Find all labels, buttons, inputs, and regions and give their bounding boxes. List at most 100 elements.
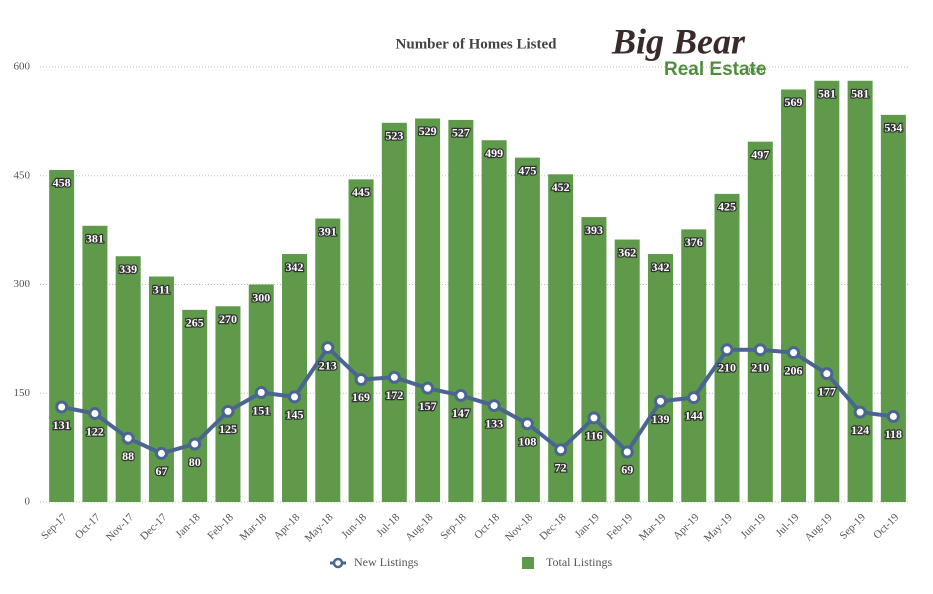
bar bbox=[182, 309, 208, 502]
data-label: 381 bbox=[86, 232, 104, 246]
data-label: 311 bbox=[153, 282, 170, 296]
line-marker bbox=[188, 437, 202, 451]
x-tick-label: Dec-18 bbox=[537, 511, 569, 543]
legend-label[interactable]: Total Listings bbox=[546, 555, 612, 569]
data-label: 499 bbox=[485, 146, 503, 160]
data-label: 210 bbox=[751, 361, 769, 375]
data-label: 445 bbox=[352, 185, 370, 199]
data-label: 452 bbox=[552, 180, 570, 194]
x-tick-label: Sep-18 bbox=[438, 511, 469, 542]
bar bbox=[115, 256, 141, 502]
x-tick-label: Sep-17 bbox=[39, 511, 70, 542]
data-label: 88 bbox=[122, 449, 134, 463]
line-marker bbox=[254, 386, 268, 400]
x-tick-label: Nov-18 bbox=[503, 511, 536, 544]
line-marker bbox=[354, 372, 368, 386]
data-label: 339 bbox=[119, 262, 137, 276]
bar bbox=[880, 114, 906, 502]
line-marker bbox=[487, 399, 501, 413]
y-tick-label: 300 bbox=[14, 278, 31, 290]
line-marker bbox=[121, 431, 135, 445]
line-marker bbox=[454, 388, 468, 402]
bar bbox=[348, 179, 374, 502]
bar bbox=[514, 157, 540, 502]
data-label: 534 bbox=[884, 121, 902, 135]
data-label: 80 bbox=[189, 455, 201, 469]
bar bbox=[148, 276, 174, 502]
line-marker bbox=[587, 411, 601, 425]
x-tick-label: Apr-18 bbox=[272, 511, 303, 542]
bar bbox=[747, 141, 773, 503]
x-tick-label: Jan-18 bbox=[173, 511, 203, 541]
bar bbox=[415, 118, 441, 502]
data-label: 122 bbox=[86, 424, 104, 438]
x-tick-label: Sep-19 bbox=[837, 511, 868, 542]
data-label: 529 bbox=[419, 124, 437, 138]
bar bbox=[82, 225, 108, 502]
line-marker bbox=[88, 407, 102, 421]
x-tick-label: Jun-19 bbox=[739, 511, 769, 541]
data-label: 69 bbox=[621, 463, 633, 477]
data-label: 581 bbox=[851, 87, 869, 101]
data-label: 145 bbox=[286, 408, 304, 422]
data-label: 169 bbox=[352, 390, 370, 404]
x-tick-label: Apr-19 bbox=[671, 511, 702, 542]
line-marker bbox=[387, 370, 401, 384]
data-label: 157 bbox=[419, 399, 437, 413]
bar bbox=[49, 169, 75, 502]
line-marker bbox=[620, 445, 634, 459]
data-label: 569 bbox=[785, 95, 803, 109]
line-marker bbox=[653, 394, 667, 408]
x-tick-label: Feb-18 bbox=[205, 511, 236, 542]
x-tick-label: Mar-18 bbox=[237, 511, 269, 543]
x-tick-label: Mar-19 bbox=[637, 511, 669, 543]
data-label: 177 bbox=[818, 384, 836, 398]
data-label: 206 bbox=[785, 363, 803, 377]
data-label: 391 bbox=[319, 224, 337, 238]
data-label: 151 bbox=[252, 403, 270, 417]
bar bbox=[381, 122, 407, 502]
bar bbox=[215, 306, 241, 502]
data-label: 213 bbox=[319, 358, 337, 372]
line-marker bbox=[886, 409, 900, 423]
data-label: 116 bbox=[585, 429, 602, 443]
line-marker bbox=[288, 390, 302, 404]
data-label: 133 bbox=[485, 416, 503, 430]
legend-swatch bbox=[522, 557, 534, 569]
logo: Big Bear Real Estate .com bbox=[611, 21, 766, 80]
logo-suffix: .com bbox=[746, 64, 766, 74]
data-label: 362 bbox=[618, 245, 636, 259]
bar bbox=[481, 140, 507, 502]
line-marker bbox=[221, 404, 235, 418]
logo-name: Big Bear bbox=[611, 21, 746, 61]
data-label: 527 bbox=[452, 126, 470, 140]
data-label: 139 bbox=[651, 412, 669, 426]
x-tick-label: Aug-19 bbox=[802, 511, 835, 544]
line-marker bbox=[787, 346, 801, 360]
x-tick-label: Oct-17 bbox=[73, 511, 103, 541]
data-label: 131 bbox=[53, 418, 71, 432]
data-label: 342 bbox=[286, 260, 304, 274]
data-label: 376 bbox=[685, 235, 703, 249]
data-label: 425 bbox=[718, 200, 736, 214]
data-label: 72 bbox=[555, 461, 567, 475]
legend-label[interactable]: New Listings bbox=[354, 555, 419, 569]
bar bbox=[448, 119, 474, 503]
line-marker bbox=[720, 343, 734, 357]
x-tick-label: Aug-18 bbox=[403, 511, 436, 544]
line-marker bbox=[753, 343, 767, 357]
x-tick-label: Jan-19 bbox=[573, 511, 603, 541]
data-label: 581 bbox=[818, 87, 836, 101]
data-label: 270 bbox=[219, 312, 237, 326]
x-tick-label: May-18 bbox=[303, 511, 336, 544]
data-label: 125 bbox=[219, 422, 237, 436]
line-marker bbox=[687, 391, 701, 405]
line-marker bbox=[55, 400, 69, 414]
x-tick-label: Feb-19 bbox=[605, 511, 636, 542]
chart-title: Number of Homes Listed bbox=[396, 36, 558, 52]
line-marker bbox=[321, 341, 335, 355]
line-marker bbox=[554, 443, 568, 457]
data-label: 458 bbox=[53, 176, 71, 190]
bar bbox=[814, 80, 840, 503]
